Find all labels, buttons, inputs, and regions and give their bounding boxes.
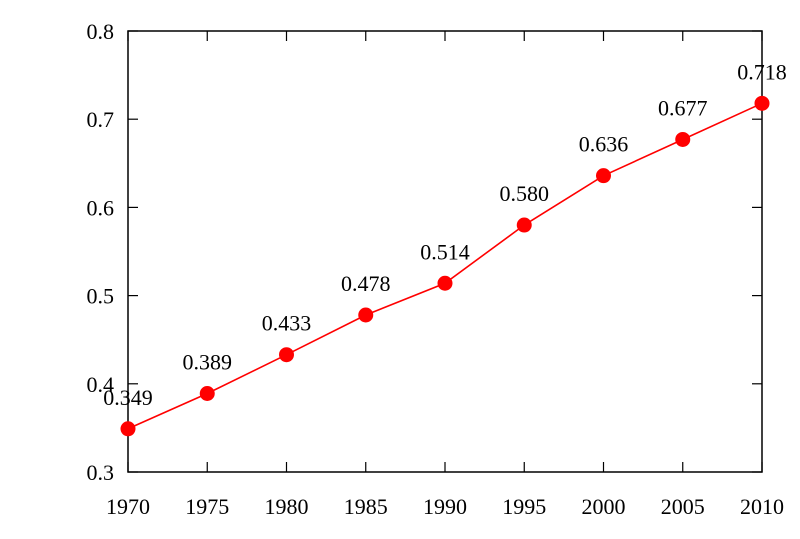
y-tick-label: 0.3 (87, 460, 115, 485)
x-tick-label: 2005 (661, 494, 705, 519)
x-tick-label: 2000 (582, 494, 626, 519)
y-tick-label: 0.8 (87, 19, 115, 44)
x-tick-label: 1995 (502, 494, 546, 519)
data-point (675, 131, 691, 147)
data-label: 0.636 (579, 132, 629, 157)
data-label: 0.389 (183, 350, 233, 375)
data-point (754, 95, 770, 111)
data-point (120, 421, 136, 437)
y-tick-label: 0.5 (87, 284, 115, 309)
x-tick-label: 1975 (185, 494, 229, 519)
y-tick-label: 0.7 (87, 107, 115, 132)
data-point (358, 307, 374, 323)
data-label: 0.677 (658, 95, 708, 120)
axis-ticks (127, 30, 763, 473)
data-label: 0.433 (262, 311, 312, 336)
data-label: 0.478 (341, 271, 391, 296)
data-point (279, 347, 294, 363)
data-point (437, 275, 453, 291)
data-label: 0.718 (737, 59, 787, 84)
y-tick-labels: 0.3 0.4 0.5 0.6 0.7 0.8 (87, 19, 115, 485)
x-tick-label: 1990 (423, 494, 467, 519)
x-tick-label: 1980 (265, 494, 309, 519)
x-tick-labels: 1970 1975 1980 1985 1990 1995 2000 2005 2010 (106, 494, 784, 519)
data-points (120, 95, 770, 437)
data-point (516, 217, 532, 233)
data-point (596, 168, 611, 184)
y-tick-label: 0.6 (87, 195, 115, 220)
x-tick-label: 2010 (740, 494, 784, 519)
x-tick-label: 1985 (344, 494, 388, 519)
data-label: 0.580 (500, 181, 550, 206)
y-tick-label: 0.4 (87, 372, 115, 397)
x-tick-label: 1970 (106, 494, 150, 519)
data-labels: 0.349 0.389 0.433 0.478 0.514 0.580 0.636 0.677… (103, 59, 787, 409)
data-label: 0.514 (420, 239, 470, 264)
series-line (127, 102, 763, 430)
data-point (199, 386, 215, 402)
data-label: 0.349 (103, 385, 153, 410)
